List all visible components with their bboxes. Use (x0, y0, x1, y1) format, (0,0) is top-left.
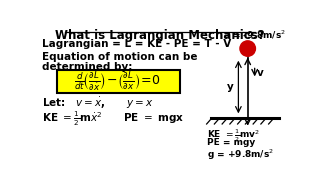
Text: Lagrangian = L = KE - PE = T - V: Lagrangian = L = KE - PE = T - V (42, 39, 232, 49)
Circle shape (240, 41, 255, 56)
Text: v: v (257, 68, 264, 78)
Text: KE $= \frac{1}{2}$mv$^2$: KE $= \frac{1}{2}$mv$^2$ (207, 127, 260, 144)
Text: Let:   $v = \dot{x}$,      $y = x$: Let: $v = \dot{x}$, $y = x$ (42, 96, 154, 111)
Text: What is Lagrangian Mechanics?: What is Lagrangian Mechanics? (55, 28, 265, 42)
Text: g = +9.8m/s$^2$: g = +9.8m/s$^2$ (207, 147, 275, 161)
Text: a = -9.8m/s$^2$: a = -9.8m/s$^2$ (223, 28, 286, 41)
Text: KE $= \frac{1}{2}$m$\dot{x}^2$      PE $=$ mgx: KE $= \frac{1}{2}$m$\dot{x}^2$ PE $=$ mg… (42, 109, 185, 128)
Bar (57, 70, 180, 93)
Text: determined by:: determined by: (42, 62, 133, 72)
Text: $\frac{d}{dt}\!\left(\frac{\partial L}{\partial \dot{x}}\right)\! -\! \left(\fra: $\frac{d}{dt}\!\left(\frac{\partial L}{\… (75, 71, 161, 93)
Text: y: y (227, 82, 234, 92)
Text: PE = mgy: PE = mgy (207, 138, 256, 147)
Text: Equation of motion can be: Equation of motion can be (42, 52, 198, 62)
